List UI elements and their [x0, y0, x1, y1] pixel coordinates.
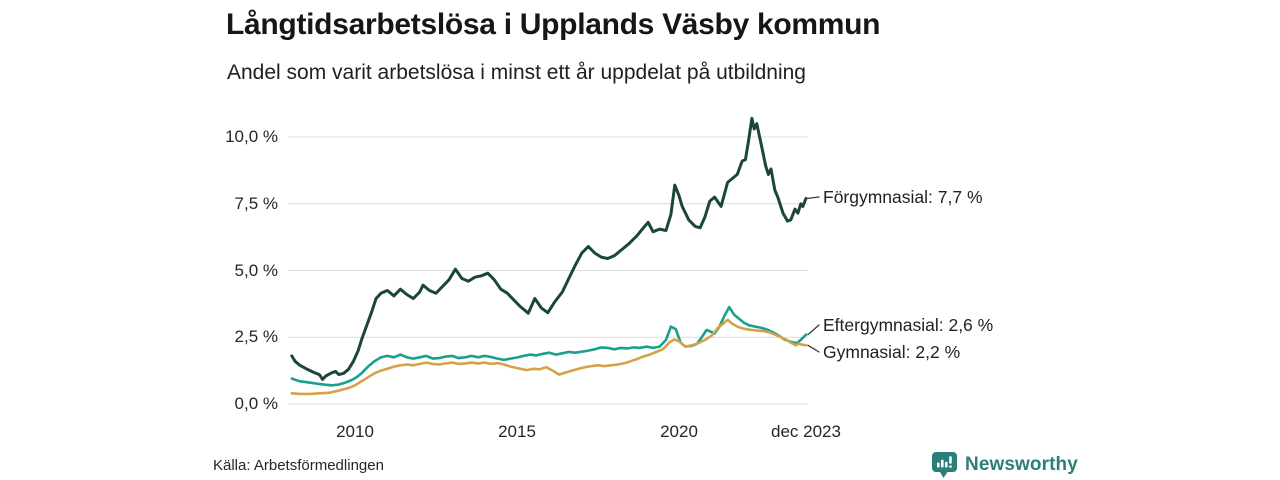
y-axis-tick-label: 0,0 % — [234, 394, 278, 413]
x-axis-tick-label: 2020 — [660, 422, 698, 441]
newsworthy-logo: Newsworthy — [931, 451, 1078, 479]
y-axis-tick-label: 10,0 % — [225, 127, 278, 146]
page-title: Långtidsarbetslösa i Upplands Väsby komm… — [226, 8, 881, 41]
bar-chart-bubble-icon — [932, 452, 957, 478]
series-label-forgymnasial: Förgymnasial: 7,7 % — [823, 187, 983, 207]
x-axis-tick-label: dec 2023 — [771, 422, 841, 441]
source-note: Källa: Arbetsförmedlingen — [213, 457, 384, 474]
logo-text: Newsworthy — [965, 454, 1078, 475]
x-axis-tick-label: 2015 — [498, 422, 536, 441]
series-label-eftergymnasial: Eftergymnasial: 2,6 % — [823, 315, 994, 335]
y-axis-tick-label: 5,0 % — [234, 260, 278, 280]
series-label-gymnasial: Gymnasial: 2,2 % — [823, 342, 961, 362]
page-subtitle: Andel som varit arbetslösa i minst ett å… — [227, 61, 806, 84]
x-axis-tick-label: 2010 — [336, 422, 374, 441]
y-axis-tick-label: 7,5 % — [234, 193, 278, 213]
y-axis-tick-label: 2,5 % — [234, 327, 278, 347]
